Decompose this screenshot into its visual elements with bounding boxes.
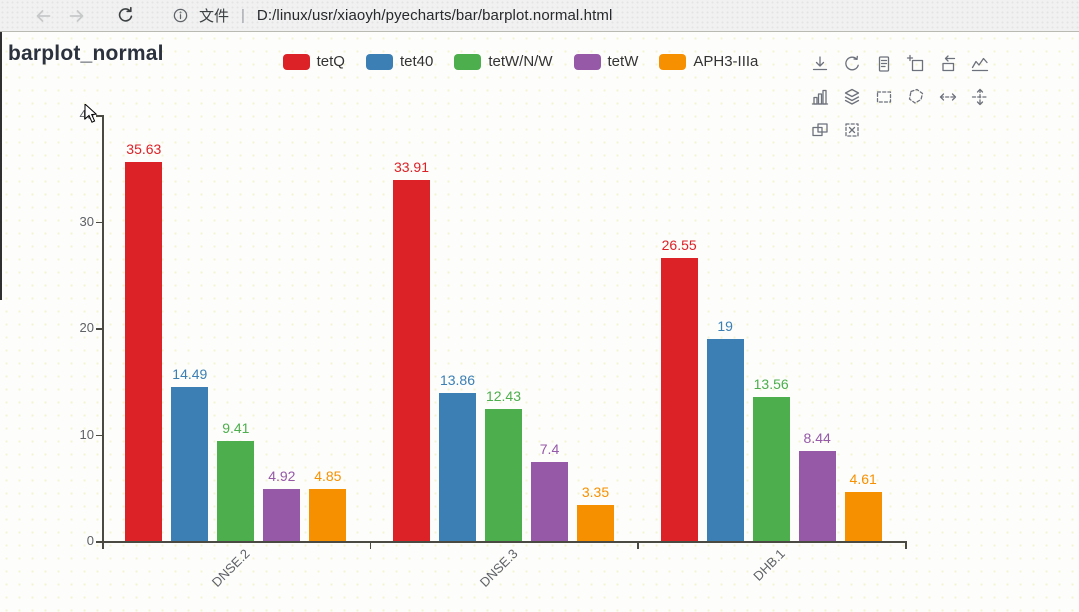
x-axis-tick	[905, 543, 907, 549]
brush-polygon-icon[interactable]	[906, 87, 926, 107]
x-axis-category-label: DNSE.2	[208, 546, 253, 590]
bar-tetq-dnse-2[interactable]	[125, 161, 163, 541]
address-bar[interactable]: 文件 | D:/linux/usr/xiaoyh/pyecharts/bar/b…	[172, 5, 612, 26]
bar-value-label: 35.63	[126, 140, 162, 157]
plot-area: 01020304035.6314.499.414.924.85DNSE.233.…	[0, 32, 1079, 612]
data-view-icon[interactable]	[874, 54, 894, 74]
brush-liney-icon[interactable]	[970, 87, 990, 107]
page: barplot_normal tetQ tet40 tetW/N/W tetW APH3…	[0, 32, 1079, 612]
bar-value-label: 12.43	[485, 387, 522, 404]
bar-tetq-dnse-3[interactable]	[393, 179, 430, 541]
bar-value-label: 19	[717, 317, 733, 334]
bar-tetw-dnse-3[interactable]	[531, 462, 568, 541]
legend-item-tetw-n-w[interactable]: tetW/N/W	[454, 53, 553, 70]
bar-value-label: 4.85	[314, 468, 342, 485]
legend-marker	[365, 53, 393, 70]
bar-value-label: 9.41	[222, 419, 250, 436]
file-chip-label: 文件	[199, 8, 230, 25]
bar-value-label: 4.92	[268, 467, 296, 484]
bar-value-label: 3.35	[581, 484, 610, 501]
legend-item-tetw[interactable]: tetW	[573, 53, 639, 70]
brush-keep-icon[interactable]	[810, 120, 830, 140]
toolbox	[810, 54, 990, 153]
x-axis-category-label: DHB.1	[750, 546, 788, 584]
x-axis-category-label: DNSE.3	[476, 546, 521, 590]
bar-tetw-dhb-1[interactable]	[798, 451, 836, 541]
legend-label: tet40	[399, 53, 434, 70]
y-axis-tick	[96, 328, 102, 330]
y-axis-tick	[96, 115, 102, 117]
bar-value-label: 4.61	[849, 470, 877, 487]
window-edge	[0, 32, 2, 300]
forward-icon[interactable]	[66, 5, 88, 27]
bar-tetw-n-w-dnse-3[interactable]	[485, 408, 522, 541]
bar-value-label: 26.55	[661, 237, 697, 254]
legend-marker	[454, 53, 482, 70]
legend-item-aph3-iiia[interactable]: APH3-IIIa	[659, 53, 758, 70]
url-text[interactable]: D:/linux/usr/xiaoyh/pyecharts/bar/barplo…	[256, 7, 613, 24]
bar-tetw-n-w-dnse-2[interactable]	[217, 440, 255, 541]
bar-value-label: 8.44	[803, 430, 831, 447]
address-separator: |	[241, 7, 245, 24]
legend-label: tetW	[607, 53, 639, 70]
bar-value-label: 14.49	[172, 365, 208, 382]
x-axis-tick	[102, 543, 104, 549]
bar-aph3-iiia-dnse-2[interactable]	[309, 489, 347, 541]
legend-label: tetQ	[316, 53, 345, 70]
legend-marker	[573, 53, 601, 70]
chart-title: barplot_normal	[8, 42, 164, 65]
reload-icon[interactable]	[114, 5, 136, 27]
brush-rect-icon[interactable]	[874, 87, 894, 107]
y-axis-tick-label: 0	[86, 533, 94, 548]
magic-type-line-icon[interactable]	[970, 54, 990, 74]
y-axis-tick	[96, 541, 102, 543]
legend-label: tetW/N/W	[488, 53, 553, 70]
bar-value-label: 7.4	[539, 441, 560, 458]
brush-linex-icon[interactable]	[938, 87, 958, 107]
bar-tetw-dnse-2[interactable]	[263, 488, 301, 541]
info-icon[interactable]	[172, 7, 189, 24]
bar-value-label: 13.56	[753, 375, 789, 392]
magic-type-stack-icon[interactable]	[842, 87, 862, 107]
y-axis-tick-label: 10	[79, 426, 94, 442]
x-axis-line	[102, 541, 907, 543]
y-axis-tick-label: 20	[79, 320, 94, 335]
bar-aph3-iiia-dnse-3[interactable]	[577, 505, 614, 541]
bar-tetw-n-w-dhb-1[interactable]	[752, 396, 790, 541]
bar-tet40-dnse-3[interactable]	[439, 393, 476, 541]
legend-marker	[659, 53, 687, 70]
bar-aph3-iiia-dhb-1[interactable]	[844, 491, 882, 541]
x-axis-tick	[637, 543, 639, 549]
back-icon[interactable]	[32, 5, 54, 27]
brush-clear-icon[interactable]	[842, 120, 862, 140]
bar-value-label: 33.91	[393, 158, 430, 175]
legend: tetQ tet40 tetW/N/W tetW APH3-IIIa	[0, 53, 1079, 70]
y-axis-tick	[96, 434, 102, 436]
x-axis-tick	[369, 543, 372, 549]
magic-type-bar-icon[interactable]	[810, 87, 830, 107]
y-axis-tick	[96, 221, 102, 223]
legend-label: APH3-IIIa	[693, 53, 759, 70]
legend-item-tet40[interactable]: tet40	[365, 53, 434, 70]
mouse-cursor	[84, 102, 98, 129]
y-axis-line	[102, 115, 104, 541]
legend-item-tetq[interactable]: tetQ	[282, 53, 345, 70]
legend-marker	[282, 53, 310, 70]
data-zoom-icon[interactable]	[906, 54, 926, 74]
data-zoom-reset-icon[interactable]	[938, 54, 958, 74]
bar-tet40-dnse-2[interactable]	[171, 386, 209, 541]
bar-tetq-dhb-1[interactable]	[660, 258, 698, 541]
restore-icon[interactable]	[842, 54, 862, 74]
bar-tet40-dhb-1[interactable]	[706, 338, 744, 541]
browser-toolbar: 文件 | D:/linux/usr/xiaoyh/pyecharts/bar/b…	[0, 0, 1079, 32]
y-axis-tick-label: 30	[79, 213, 94, 229]
save-as-image-icon[interactable]	[810, 54, 830, 74]
bar-value-label: 13.86	[439, 372, 476, 389]
